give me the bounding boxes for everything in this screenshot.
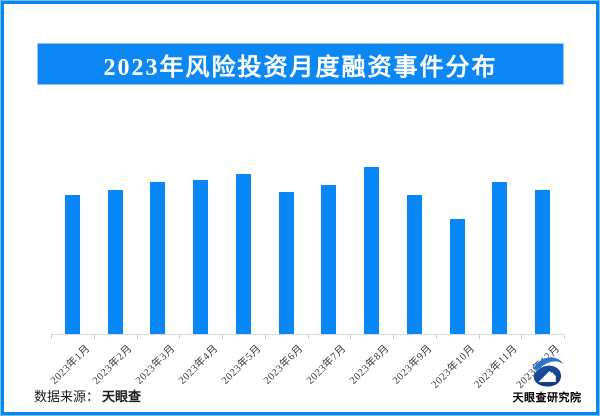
bar-month-11 bbox=[492, 182, 508, 334]
x-axis-tick bbox=[478, 335, 480, 339]
chart-title-banner: 2023年风险投资月度融资事件分布 bbox=[37, 43, 564, 85]
bar-month-10 bbox=[449, 219, 465, 334]
x-axis-tick bbox=[51, 335, 52, 339]
x-axis-label: 2023年6月 bbox=[262, 343, 307, 387]
x-axis-label: 2023年7月 bbox=[305, 343, 349, 387]
x-axis-tick bbox=[393, 335, 394, 339]
bar-month-9 bbox=[406, 195, 422, 334]
data-source: 数据来源： 天眼查 bbox=[34, 386, 141, 405]
bar-month-7 bbox=[321, 185, 337, 334]
data-source-label: 数据来源： bbox=[34, 389, 100, 404]
tianyancha-logo-text: 天眼查研究院 bbox=[512, 392, 582, 404]
tianyancha-logo-icon bbox=[533, 357, 563, 387]
x-axis-tick bbox=[264, 335, 266, 339]
x-axis-tick bbox=[179, 335, 181, 339]
bar-month-3 bbox=[150, 182, 166, 334]
x-axis-label: 2023年8月 bbox=[347, 343, 392, 387]
x-axis-tick bbox=[93, 335, 95, 339]
x-axis-tick bbox=[136, 335, 138, 339]
bar-month-8 bbox=[364, 167, 380, 334]
x-axis-tick bbox=[564, 335, 565, 339]
data-source-value: 天眼查 bbox=[102, 389, 142, 404]
x-axis-label: 2023年3月 bbox=[134, 343, 178, 387]
bar-month-2 bbox=[107, 190, 123, 334]
logo-swoosh bbox=[533, 357, 563, 370]
x-axis-label: 2023年2月 bbox=[91, 343, 136, 387]
x-axis-tick bbox=[222, 335, 223, 339]
x-axis-line bbox=[51, 334, 564, 335]
x-axis-tick bbox=[521, 335, 523, 339]
bar-month-1 bbox=[64, 195, 80, 334]
tianyancha-logo: 天眼查研究院 bbox=[505, 355, 589, 405]
bar-month-12 bbox=[535, 190, 551, 334]
bar-month-5 bbox=[235, 174, 251, 334]
x-axis-label: 2023年10月 bbox=[429, 343, 478, 391]
x-axis-label: 2023年5月 bbox=[219, 343, 264, 387]
x-axis-tick bbox=[435, 335, 437, 339]
chart-title: 2023年风险投资月度融资事件分布 bbox=[103, 54, 498, 81]
x-axis-label: 2023年4月 bbox=[176, 343, 221, 387]
logo-house bbox=[538, 371, 556, 382]
bar-month-6 bbox=[278, 192, 294, 334]
x-axis-tick bbox=[350, 335, 352, 339]
x-axis-tick bbox=[307, 335, 309, 339]
x-axis-label: 2023年1月 bbox=[48, 343, 93, 387]
bar-month-4 bbox=[193, 180, 209, 334]
